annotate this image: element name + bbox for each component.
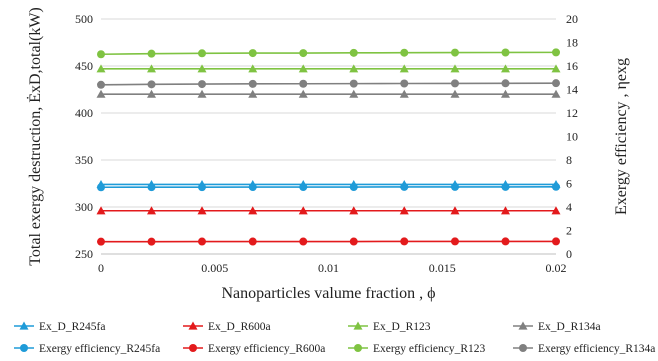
y-left-tick-label: 300 — [75, 200, 93, 214]
data-point — [451, 79, 459, 87]
legend-marker — [189, 344, 197, 352]
data-point — [451, 183, 459, 191]
data-point — [400, 183, 408, 191]
axis-layer: 250 300 350 400 450 500 0 2 4 6 8 10 12 14 16 18 20 0 0.00… — [26, 7, 630, 302]
legend-item: Exergy efficiency_R134a — [513, 343, 655, 355]
data-point — [148, 50, 156, 58]
data-point — [97, 183, 105, 191]
data-point — [501, 237, 509, 245]
data-point — [148, 238, 156, 246]
legend-label: Exergy efficiency_R245fa — [39, 343, 160, 355]
legend-label: Exergy efficiency_R134a — [538, 343, 655, 355]
data-point — [198, 80, 206, 88]
y-right-tick-label: 4 — [566, 200, 572, 214]
y-right-tick-label: 18 — [566, 36, 578, 50]
y-right-tick-label: 14 — [566, 83, 578, 97]
y-left-tick-label: 450 — [75, 59, 93, 73]
data-point — [249, 49, 257, 57]
legend-marker — [354, 344, 362, 352]
data-point — [249, 80, 257, 88]
data-point — [299, 238, 307, 246]
data-point — [400, 237, 408, 245]
x-axis-title: Nanoparticles valume fraction , ϕ — [221, 285, 435, 302]
data-point — [350, 183, 358, 191]
y-left-tick-label: 500 — [75, 12, 93, 26]
legend-marker — [519, 344, 527, 352]
y-right-tick-label: 10 — [566, 130, 578, 144]
legend-item: Exergy efficiency_R600a — [183, 343, 325, 355]
y-right-tick-label: 0 — [566, 247, 572, 261]
y-left-tick-label: 400 — [75, 106, 93, 120]
y-right-tick-label: 12 — [566, 106, 578, 120]
y-right-tick-label: 8 — [566, 153, 572, 167]
series-layer — [97, 48, 561, 245]
data-point — [97, 81, 105, 89]
data-point — [299, 80, 307, 88]
legend-item: Ex_D_R134a — [513, 321, 601, 333]
series-line — [101, 83, 556, 85]
series-Ex_D_R134a — [97, 90, 561, 98]
data-point — [350, 80, 358, 88]
data-point — [198, 238, 206, 246]
legend-item: Ex_D_R245fa — [14, 321, 105, 333]
data-point — [249, 238, 257, 246]
data-point — [400, 49, 408, 57]
y-right-tick-label: 6 — [566, 177, 572, 191]
data-point — [552, 48, 560, 56]
data-point — [501, 79, 509, 87]
series-line — [101, 52, 556, 54]
y-right-axis-title: Exergy efficiency , ηexg — [613, 58, 630, 215]
x-tick-label: 0.01 — [318, 261, 339, 275]
data-point — [97, 238, 105, 246]
legend-item: Ex_D_R123 — [348, 321, 431, 333]
data-point — [350, 238, 358, 246]
data-point — [552, 79, 560, 87]
legend-label: Exergy efficiency_R600a — [208, 343, 325, 355]
data-point — [148, 80, 156, 88]
y-right-tick-label: 20 — [566, 12, 578, 26]
x-tick-label: 0.005 — [201, 261, 228, 275]
data-point — [451, 237, 459, 245]
y-left-tick-label: 350 — [75, 153, 93, 167]
legend-item: Exergy efficiency_R123 — [348, 343, 486, 355]
series-Exergy efficiency_R123 — [97, 48, 560, 58]
data-point — [299, 183, 307, 191]
data-point — [501, 183, 509, 191]
series-Exergy efficiency_R134a — [97, 79, 560, 89]
x-tick-label: 0.02 — [546, 261, 567, 275]
data-point — [198, 49, 206, 57]
legend-label: Ex_D_R134a — [538, 321, 601, 333]
legend-item: Exergy efficiency_R245fa — [14, 343, 160, 355]
y-left-axis-title: Total exergy destruction, ĖxD,total(kW) — [26, 7, 44, 266]
y-left-tick-label: 250 — [75, 247, 93, 261]
data-point — [400, 80, 408, 88]
legend-item: Ex_D_R600a — [183, 321, 271, 333]
data-point — [198, 183, 206, 191]
legend-label: Ex_D_R245fa — [39, 321, 105, 333]
y-right-tick-label: 2 — [566, 224, 572, 238]
legend-marker — [20, 344, 28, 352]
data-point — [451, 49, 459, 57]
legend-label: Ex_D_R123 — [373, 321, 431, 333]
data-point — [299, 49, 307, 57]
x-tick-label: 0 — [98, 261, 104, 275]
legend-label: Ex_D_R600a — [208, 321, 271, 333]
data-point — [249, 183, 257, 191]
data-point — [97, 50, 105, 58]
legend-layer: Ex_D_R245fa Ex_D_R600a Ex_D_R123 Ex_D_R134a… — [14, 321, 655, 355]
data-point — [148, 183, 156, 191]
data-point — [350, 49, 358, 57]
data-point — [501, 48, 509, 56]
y-right-tick-label: 16 — [566, 59, 578, 73]
legend-label: Exergy efficiency_R123 — [373, 343, 486, 355]
data-point — [552, 183, 560, 191]
series-Exergy efficiency_R600a — [97, 237, 560, 245]
x-tick-label: 0.015 — [429, 261, 456, 275]
data-point — [552, 237, 560, 245]
